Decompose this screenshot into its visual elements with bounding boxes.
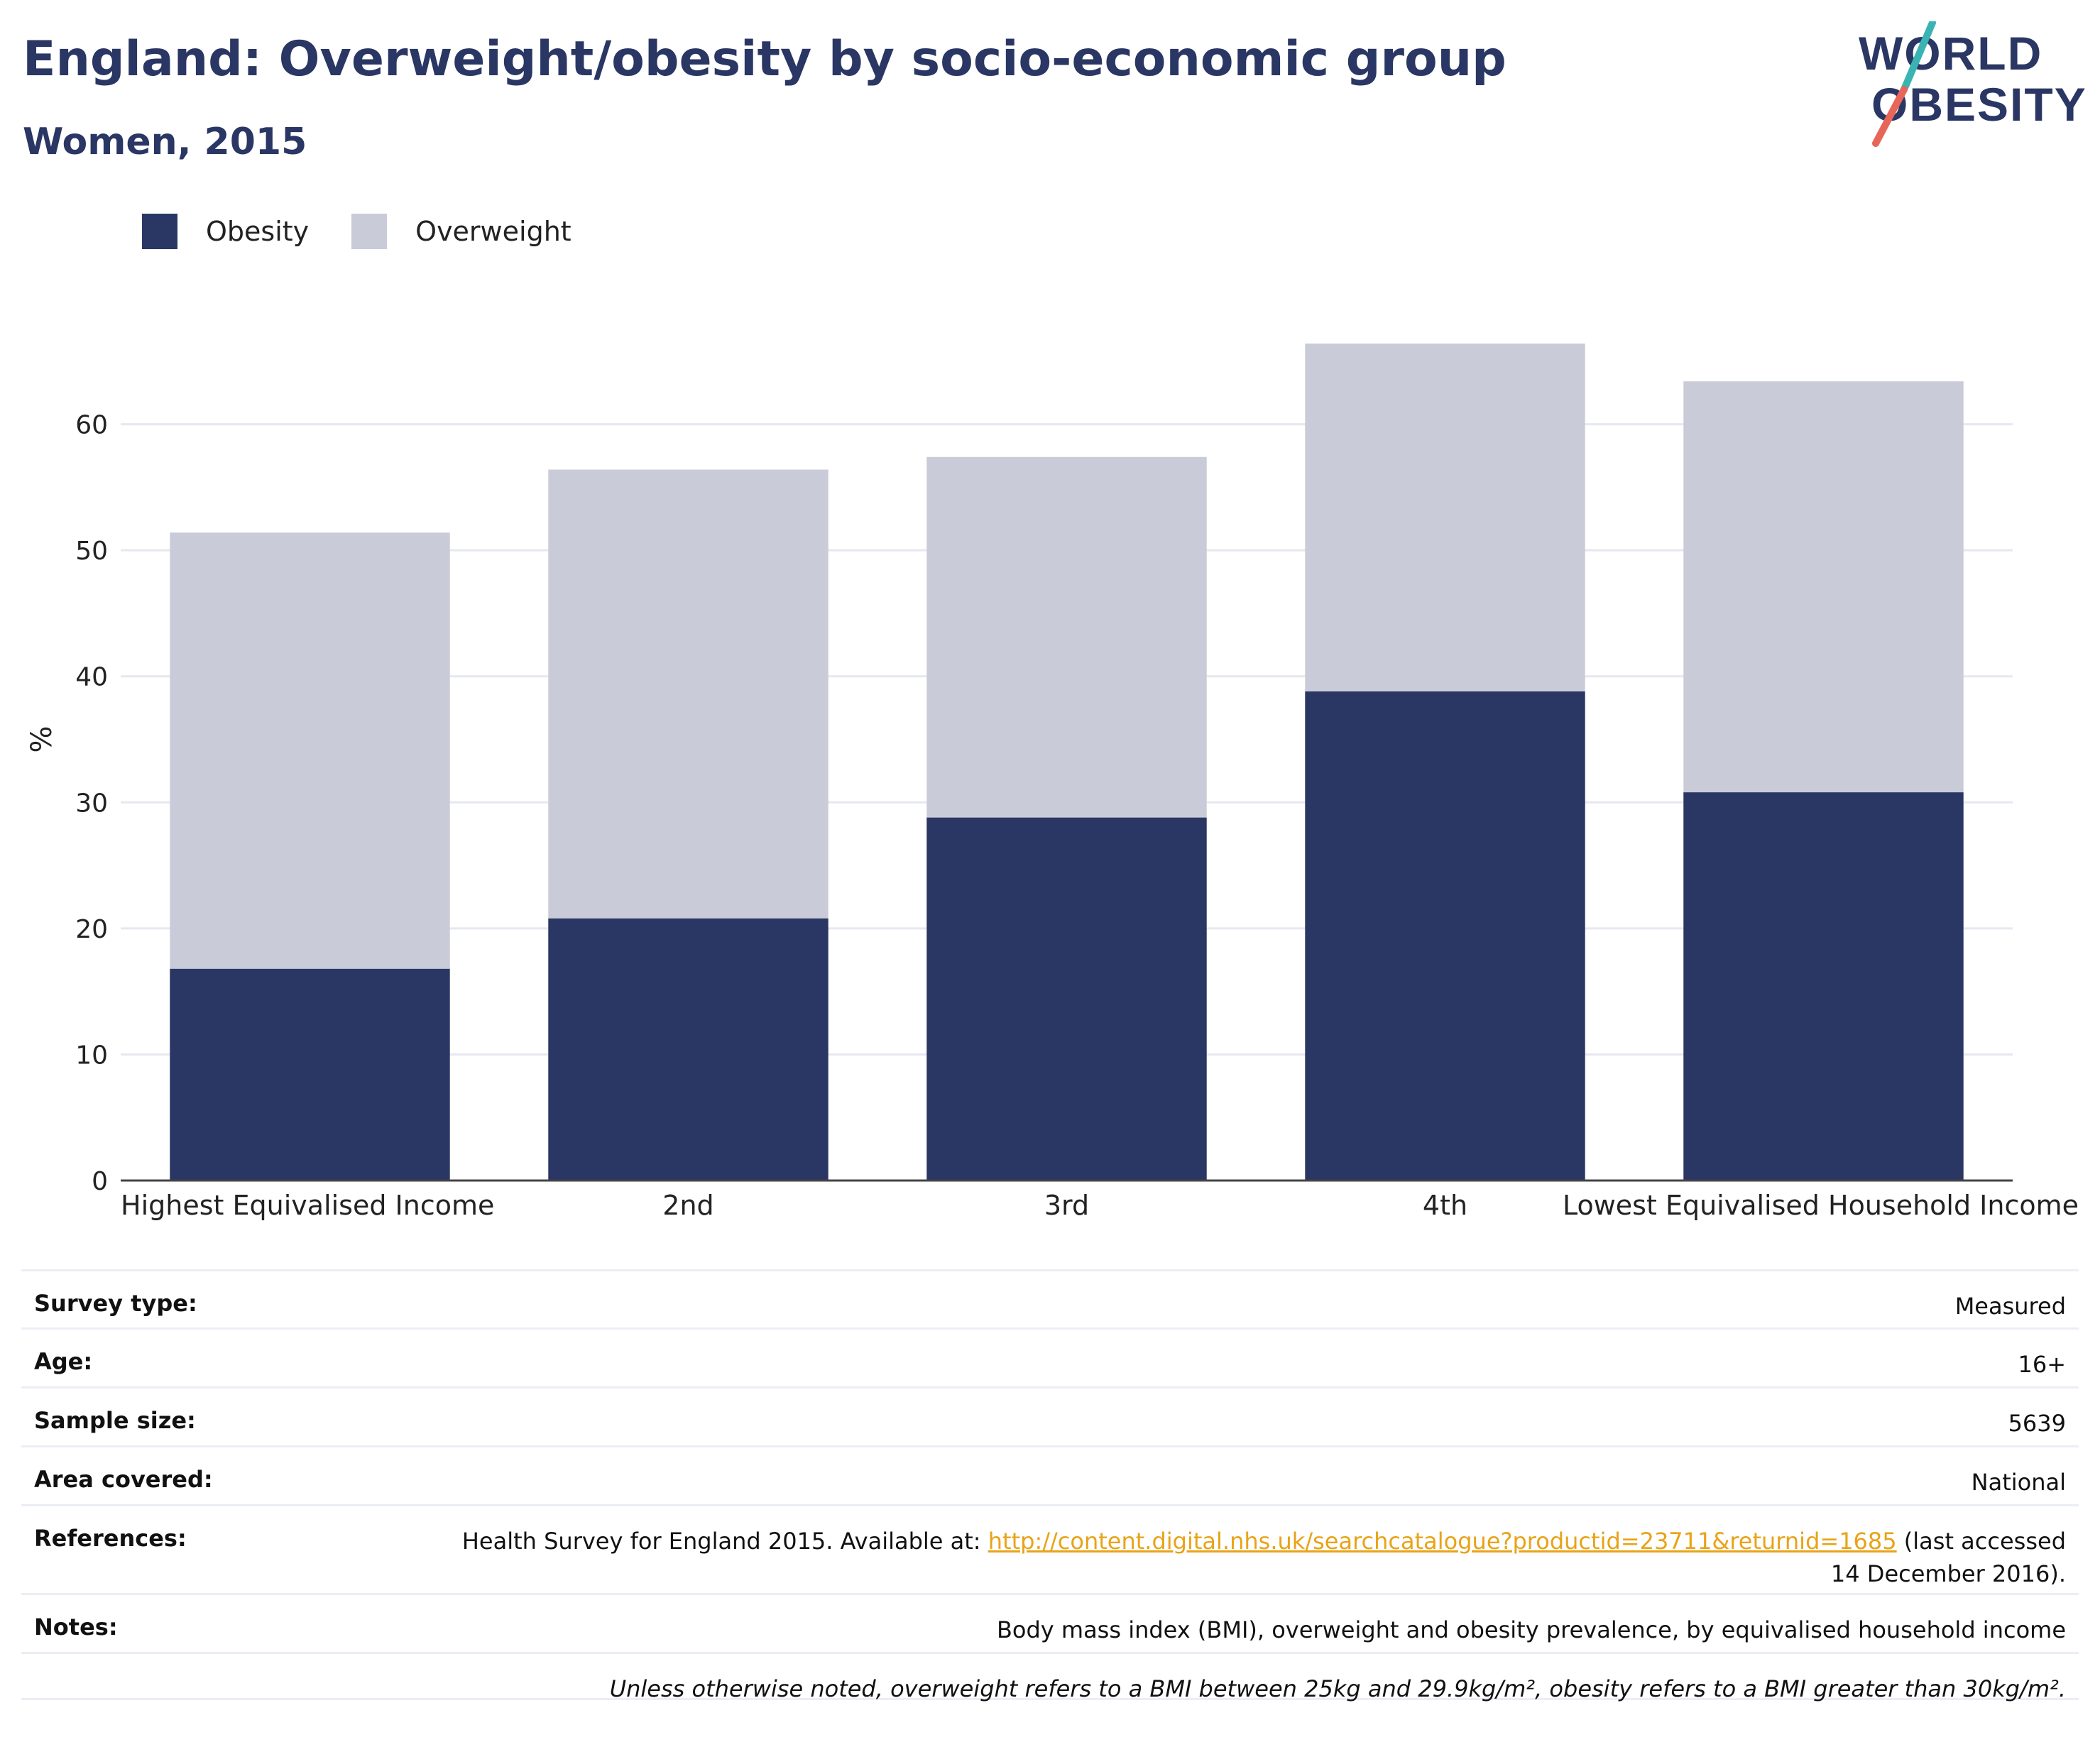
info-label: Sample size: bbox=[34, 1407, 196, 1434]
y-tick-label: 0 bbox=[92, 1167, 108, 1196]
bar-overweight-3 bbox=[926, 456, 1207, 818]
legend-label-obesity: Obesity bbox=[206, 216, 310, 247]
info-value: Measured bbox=[1954, 1293, 2066, 1320]
bar-obesity-5 bbox=[1683, 792, 1964, 1181]
reference-text: Health Survey for England 2015. Availabl… bbox=[461, 1528, 988, 1555]
y-axis-label: % bbox=[26, 725, 58, 752]
bar-obesity-4 bbox=[1305, 691, 1585, 1181]
info-value: Body mass index (BMI), overweight and ob… bbox=[996, 1616, 2066, 1643]
survey-info-table: Survey type: Measured Age: 16+ Sample si… bbox=[21, 1269, 2079, 1702]
bar-overweight-5 bbox=[1683, 381, 1964, 793]
world-obesity-logo: WORLD OBESITY bbox=[1859, 21, 2086, 147]
page-subtitle: Women, 2015 bbox=[23, 121, 307, 163]
footnote-text: Unless otherwise noted, overweight refer… bbox=[609, 1675, 2066, 1702]
y-tick-label: 60 bbox=[75, 411, 108, 440]
y-tick-label: 20 bbox=[75, 915, 108, 944]
bar-overweight-1 bbox=[170, 532, 450, 969]
info-value: 5639 bbox=[2008, 1410, 2066, 1437]
bar-overweight-4 bbox=[1305, 343, 1585, 692]
info-value: 16+ bbox=[2018, 1351, 2066, 1378]
info-row-sample-size: Sample size: 5639 bbox=[21, 1386, 2079, 1445]
x-tick-label: Lowest Equivalised Household Income bbox=[1563, 1190, 2079, 1221]
info-row-area-covered: Area covered: National bbox=[21, 1445, 2079, 1504]
info-row-age: Age: 16+ bbox=[21, 1327, 2079, 1386]
info-label: Age: bbox=[34, 1348, 93, 1375]
legend-item-overweight[interactable]: Overweight bbox=[351, 214, 572, 249]
info-row-survey-type: Survey type: Measured bbox=[21, 1269, 2079, 1327]
bar-obesity-1 bbox=[170, 968, 450, 1181]
bar-obesity-2 bbox=[548, 918, 828, 1181]
logo-slash-teal bbox=[1901, 21, 1936, 93]
bar-overweight-2 bbox=[548, 469, 828, 919]
x-tick-label: Highest Equivalised Income bbox=[121, 1190, 494, 1221]
chart-legend: Obesity Overweight bbox=[142, 210, 614, 253]
legend-label-overweight: Overweight bbox=[415, 216, 572, 247]
info-label: Notes: bbox=[34, 1614, 118, 1641]
info-label: References: bbox=[34, 1525, 187, 1552]
info-value: National bbox=[1971, 1469, 2066, 1496]
y-tick-label: 40 bbox=[75, 663, 108, 692]
y-tick-label: 10 bbox=[75, 1041, 108, 1070]
x-tick-label: 4th bbox=[1423, 1190, 1467, 1221]
reference-link[interactable]: http://content.digital.nhs.uk/searchcata… bbox=[988, 1528, 1897, 1555]
x-tick-label: 3rd bbox=[1044, 1190, 1089, 1221]
y-tick-label: 50 bbox=[75, 537, 108, 566]
bar-obesity-3 bbox=[926, 817, 1207, 1181]
info-row-references: References: Health Survey for England 20… bbox=[21, 1504, 2079, 1593]
legend-swatch-obesity bbox=[142, 214, 177, 249]
y-tick-label: 30 bbox=[75, 789, 108, 818]
info-label: Survey type: bbox=[34, 1290, 197, 1317]
stacked-bar-chart: 0 10 20 30 40 50 60% Highest Equivalised Income… bbox=[26, 343, 2079, 1221]
info-row-footnote: Unless otherwise noted, overweight refer… bbox=[21, 1652, 2079, 1702]
info-value-references: Health Survey for England 2015. Availabl… bbox=[433, 1525, 2066, 1590]
info-row-notes: Notes: Body mass index (BMI), overweight… bbox=[21, 1593, 2079, 1652]
reference-access-note: (last accessed 14 December 2016). bbox=[1830, 1528, 2066, 1587]
legend-swatch-overweight bbox=[351, 214, 388, 249]
x-tick-label: 2nd bbox=[662, 1190, 713, 1221]
logo-text-world: WORLD bbox=[1859, 27, 2042, 80]
logo-slash-red bbox=[1872, 86, 1908, 147]
info-label: Area covered: bbox=[34, 1466, 213, 1493]
legend-item-obesity[interactable]: Obesity bbox=[142, 214, 309, 249]
page-title: England: Overweight/obesity by socio-eco… bbox=[23, 31, 1506, 87]
